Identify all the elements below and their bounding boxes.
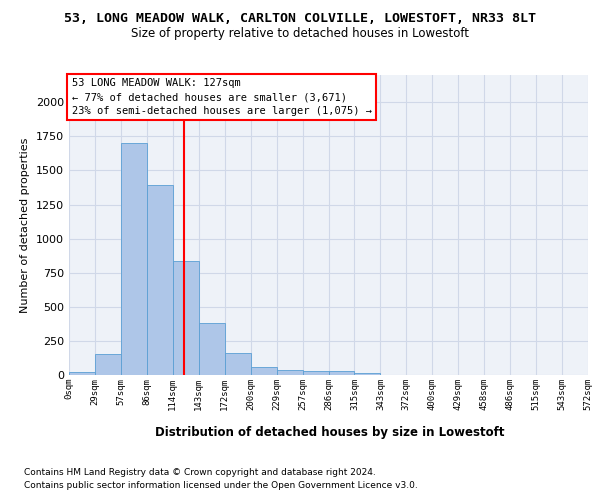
Bar [69, 372, 95, 375]
Bar [277, 370, 302, 375]
Text: Distribution of detached houses by size in Lowestoft: Distribution of detached houses by size … [155, 426, 505, 439]
Bar [95, 354, 121, 375]
Bar [199, 322, 224, 375]
Bar [147, 186, 173, 375]
Bar [121, 143, 147, 375]
Bar [355, 372, 380, 375]
Bar [173, 261, 199, 375]
Text: Size of property relative to detached houses in Lowestoft: Size of property relative to detached ho… [131, 28, 469, 40]
Text: 53 LONG MEADOW WALK: 127sqm
← 77% of detached houses are smaller (3,671)
23% of : 53 LONG MEADOW WALK: 127sqm ← 77% of det… [71, 78, 371, 116]
Bar [251, 366, 277, 375]
Bar [224, 352, 251, 375]
Bar [302, 371, 329, 375]
Text: Contains public sector information licensed under the Open Government Licence v3: Contains public sector information licen… [24, 480, 418, 490]
Y-axis label: Number of detached properties: Number of detached properties [20, 138, 31, 312]
Bar [329, 371, 355, 375]
Text: Contains HM Land Registry data © Crown copyright and database right 2024.: Contains HM Land Registry data © Crown c… [24, 468, 376, 477]
Text: 53, LONG MEADOW WALK, CARLTON COLVILLE, LOWESTOFT, NR33 8LT: 53, LONG MEADOW WALK, CARLTON COLVILLE, … [64, 12, 536, 26]
